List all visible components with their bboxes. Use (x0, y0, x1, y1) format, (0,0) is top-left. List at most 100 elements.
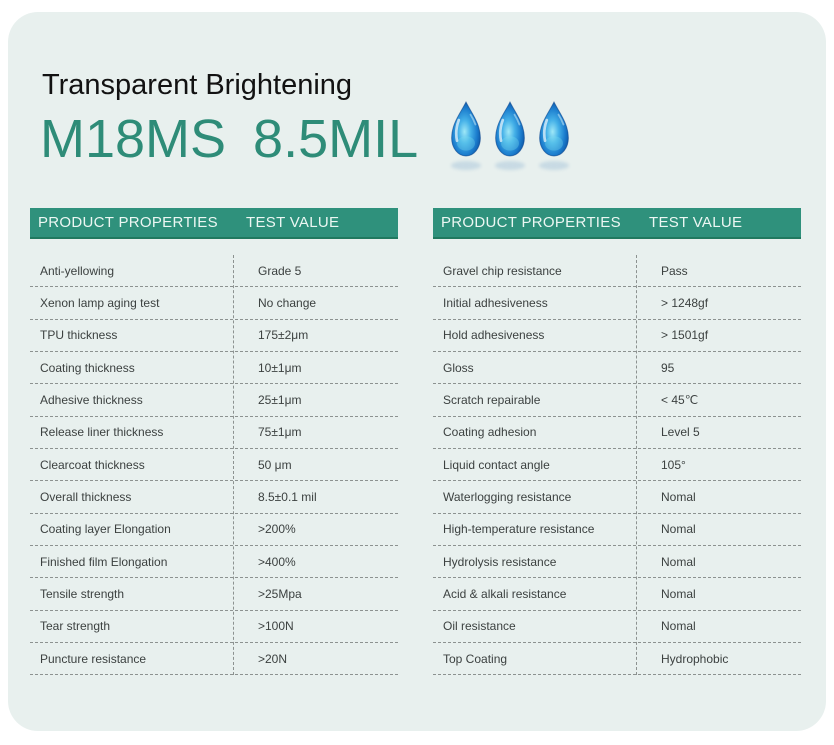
table-row: High-temperature resistance Nomal (433, 514, 801, 547)
property-name: Liquid contact angle (443, 457, 550, 472)
test-value: Nomal (661, 554, 696, 569)
table-row: Acid & alkali resistance Nomal (433, 578, 801, 611)
table-body: Anti-yellowing Grade 5 Xenon lamp aging te… (30, 255, 398, 676)
test-value: > 1248gf (661, 296, 709, 311)
test-value: 75±1μm (258, 425, 302, 440)
water-drop-reflection (495, 161, 525, 170)
datasheet-card: Transparent Brightening M18MS 8.5MIL PRO… (8, 12, 826, 731)
water-drop-reflection (451, 161, 481, 170)
table-row: Finished film Elongation >400% (30, 546, 398, 579)
test-value: 175±2μm (258, 328, 309, 343)
table-row: Oil resistance Nomal (433, 611, 801, 644)
table-row: Gravel chip resistance Pass (433, 255, 801, 288)
table-row: Coating thickness 10±1μm (30, 352, 398, 385)
test-value: Nomal (661, 490, 696, 505)
water-droplets-group (448, 98, 572, 170)
product-subtitle: Transparent Brightening (42, 69, 353, 101)
water-drop-icon (448, 98, 484, 160)
table-row: Puncture resistance >20N (30, 643, 398, 676)
table-row: Clearcoat thickness 50 μm (30, 449, 398, 482)
property-name: Overall thickness (40, 490, 132, 505)
table-row: Adhesive thickness 25±1μm (30, 384, 398, 417)
column-divider (233, 255, 234, 676)
table-row: Initial adhesiveness > 1248gf (433, 287, 801, 320)
water-drop (536, 98, 572, 170)
water-drop-icon (492, 98, 528, 160)
property-name: Anti-yellowing (40, 263, 115, 278)
test-value: Pass (661, 263, 688, 278)
test-value: Grade 5 (258, 263, 302, 278)
model-number: M18MS (40, 109, 227, 169)
test-value: > 1501gf (661, 328, 709, 343)
test-value: >100N (258, 619, 294, 634)
property-name: Initial adhesiveness (443, 296, 548, 311)
table-row: Top Coating Hydrophobic (433, 643, 801, 676)
test-value: >400% (258, 554, 296, 569)
property-name: Finished film Elongation (40, 554, 168, 569)
table-header: PRODUCT PROPERTIES TEST VALUE (433, 208, 801, 239)
table-row: Xenon lamp aging test No change (30, 287, 398, 320)
property-name: Coating adhesion (443, 425, 537, 440)
table-row: Hold adhesiveness > 1501gf (433, 320, 801, 353)
test-value: Hydrophobic (661, 651, 729, 666)
table-row: Anti-yellowing Grade 5 (30, 255, 398, 288)
column-header-test-value: TEST VALUE (649, 214, 743, 231)
table-row: Coating adhesion Level 5 (433, 417, 801, 450)
table-row: Release liner thickness 75±1μm (30, 417, 398, 450)
property-name: Gravel chip resistance (443, 263, 562, 278)
property-name: Hold adhesiveness (443, 328, 545, 343)
property-name: Coating layer Elongation (40, 522, 171, 537)
column-header-product-properties: PRODUCT PROPERTIES (38, 214, 218, 231)
water-drop (492, 98, 528, 170)
table-row: Scratch repairable < 45℃ (433, 384, 801, 417)
spec-tables: PRODUCT PROPERTIES TEST VALUE Anti-yello… (30, 208, 801, 676)
property-name: Acid & alkali resistance (443, 587, 567, 602)
table-row: Tear strength >100N (30, 611, 398, 644)
test-value: 10±1μm (258, 360, 302, 375)
property-name: TPU thickness (40, 328, 118, 343)
property-name: High-temperature resistance (443, 522, 595, 537)
test-value: 25±1μm (258, 393, 302, 408)
property-name: Gloss (443, 360, 474, 375)
property-name: Xenon lamp aging test (40, 296, 160, 311)
test-value: 95 (661, 360, 675, 375)
test-value: 50 μm (258, 457, 292, 472)
table-body: Gravel chip resistance Pass Initial adhesi… (433, 255, 801, 676)
test-value: No change (258, 296, 317, 311)
table-row: Waterlogging resistance Nomal (433, 481, 801, 514)
test-value: >200% (258, 522, 296, 537)
column-divider (636, 255, 637, 676)
product-model-line: M18MS 8.5MIL (40, 108, 418, 170)
property-name: Waterlogging resistance (443, 490, 572, 505)
table-header: PRODUCT PROPERTIES TEST VALUE (30, 208, 398, 239)
property-name: Release liner thickness (40, 425, 164, 440)
spec-table-right: PRODUCT PROPERTIES TEST VALUE Gravel chi… (433, 208, 801, 676)
property-name: Tear strength (40, 619, 111, 634)
table-row: Tensile strength >25Mpa (30, 578, 398, 611)
table-row: Hydrolysis resistance Nomal (433, 546, 801, 579)
property-name: Top Coating (443, 651, 508, 666)
water-drop-icon (536, 98, 572, 160)
property-name: Tensile strength (40, 587, 125, 602)
property-name: Oil resistance (443, 619, 516, 634)
column-header-test-value: TEST VALUE (246, 214, 340, 231)
test-value: Level 5 (661, 425, 700, 440)
film-size: 8.5MIL (253, 109, 419, 169)
property-name: Puncture resistance (40, 651, 147, 666)
column-header-product-properties: PRODUCT PROPERTIES (441, 214, 621, 231)
test-value: 105° (661, 457, 686, 472)
property-name: Hydrolysis resistance (443, 554, 557, 569)
test-value: < 45℃ (661, 393, 699, 408)
table-row: Gloss 95 (433, 352, 801, 385)
spec-table-left: PRODUCT PROPERTIES TEST VALUE Anti-yello… (30, 208, 398, 676)
table-row: Liquid contact angle 105° (433, 449, 801, 482)
property-name: Scratch repairable (443, 393, 541, 408)
water-drop-reflection (539, 161, 569, 170)
table-row: Coating layer Elongation >200% (30, 514, 398, 547)
test-value: >25Mpa (258, 587, 302, 602)
test-value: Nomal (661, 587, 696, 602)
property-name: Coating thickness (40, 360, 135, 375)
test-value: >20N (258, 651, 288, 666)
test-value: 8.5±0.1 mil (258, 490, 317, 505)
test-value: Nomal (661, 619, 696, 634)
